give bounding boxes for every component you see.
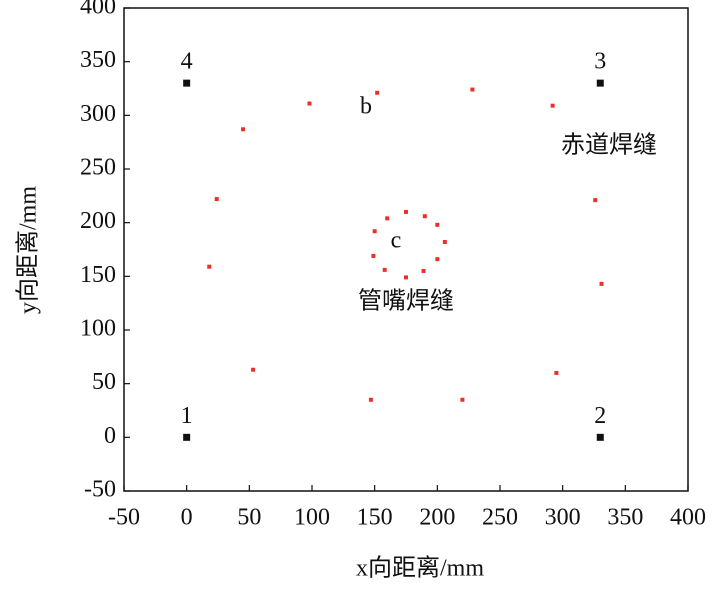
weld-point	[385, 216, 390, 221]
weld-point	[207, 264, 212, 269]
x-tick-label: -50	[108, 505, 140, 531]
plot-frame	[123, 7, 689, 492]
weld-point	[372, 229, 377, 234]
y-tick-label: 50	[92, 369, 116, 395]
y-tick-label: 150	[80, 262, 116, 288]
x-tick-label: 50	[237, 505, 261, 531]
y-tick-label: -50	[84, 477, 116, 503]
x-tick-label: 300	[545, 505, 581, 531]
sensor-marker	[183, 433, 191, 441]
point-label: 3	[594, 49, 606, 75]
weld-point	[599, 281, 604, 286]
weld-point	[382, 267, 387, 272]
weld-point	[371, 253, 376, 258]
x-tick-label: 100	[294, 505, 330, 531]
weld-point	[435, 257, 440, 262]
x-axis-label: x向距离/mm	[356, 555, 484, 582]
annotation: c	[391, 228, 402, 254]
weld-point	[554, 370, 559, 375]
annotation: 赤道焊缝	[561, 132, 657, 159]
annotation: b	[360, 94, 372, 120]
y-tick-label: 350	[80, 47, 116, 73]
y-tick-label: 300	[80, 101, 116, 127]
x-tick-label: 350	[607, 505, 643, 531]
weld-point	[404, 209, 408, 214]
sensor-marker	[596, 79, 604, 87]
point-label: 4	[181, 49, 193, 75]
weld-point	[375, 90, 380, 95]
weld-point	[435, 222, 440, 227]
x-tick-label: 400	[670, 505, 706, 531]
x-tick-label: 200	[419, 505, 455, 531]
weld-point	[550, 103, 555, 108]
weld-point	[470, 87, 475, 92]
y-tick-label: 400	[80, 0, 116, 20]
weld-point	[442, 239, 447, 244]
weld-point	[422, 214, 427, 219]
y-tick-label: 250	[80, 155, 116, 181]
x-tick-label: 150	[357, 505, 393, 531]
annotation: 管嘴焊缝	[358, 288, 454, 315]
weld-point	[241, 127, 246, 132]
y-tick-label: 100	[80, 316, 116, 342]
x-tick-label: 0	[181, 505, 193, 531]
weld-point	[460, 397, 465, 402]
sensor-marker	[183, 79, 191, 87]
weld-point	[251, 367, 256, 372]
sensor-marker	[596, 433, 604, 441]
weld-point	[421, 268, 426, 273]
y-tick-label: 0	[104, 423, 116, 449]
point-label: 1	[181, 403, 193, 429]
x-tick-label: 250	[482, 505, 518, 531]
y-axis-label: y向距离/mm	[15, 186, 42, 314]
y-tick-label: 200	[80, 208, 116, 234]
weld-point	[307, 101, 312, 106]
weld-point	[593, 198, 598, 203]
weld-point	[368, 397, 373, 402]
point-label: 2	[594, 403, 606, 429]
weld-point	[404, 275, 408, 280]
weld-point	[214, 197, 219, 202]
